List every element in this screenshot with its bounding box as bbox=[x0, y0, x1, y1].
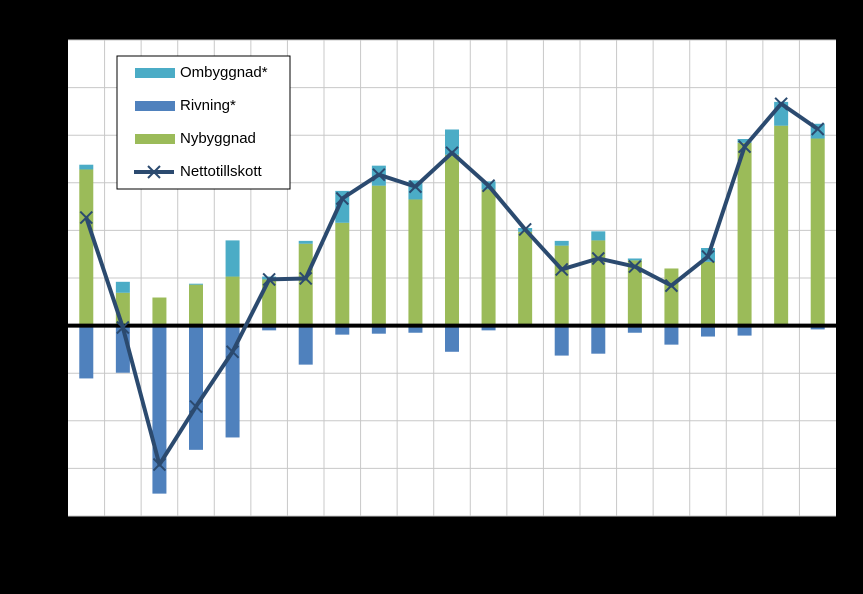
line-marker bbox=[79, 210, 93, 225]
bar bbox=[627, 260, 642, 326]
bar bbox=[445, 325, 459, 352]
bar bbox=[554, 245, 569, 326]
legend-label: Nybyggnad bbox=[180, 130, 256, 147]
line-marker bbox=[591, 251, 605, 266]
bar bbox=[554, 325, 569, 356]
legend-swatch bbox=[135, 134, 175, 144]
bar bbox=[79, 169, 94, 326]
bar bbox=[335, 190, 350, 223]
legend-label: Nettotillskott bbox=[180, 163, 263, 180]
bar bbox=[591, 325, 606, 354]
bar bbox=[152, 297, 167, 326]
bar bbox=[225, 240, 240, 277]
bar bbox=[737, 139, 752, 143]
line-marker bbox=[518, 222, 532, 237]
line-marker bbox=[372, 168, 386, 182]
bar bbox=[262, 325, 277, 331]
line-marker bbox=[737, 139, 752, 154]
bar bbox=[225, 276, 240, 326]
bar bbox=[518, 231, 533, 326]
bar bbox=[810, 138, 825, 326]
bar bbox=[701, 261, 715, 326]
bar bbox=[554, 240, 569, 246]
legend-label: Ombyggnad* bbox=[180, 64, 268, 81]
bar bbox=[79, 164, 94, 170]
legend-label: Rivning* bbox=[180, 97, 236, 114]
bar bbox=[664, 268, 679, 326]
bar bbox=[189, 325, 203, 450]
legend-swatch bbox=[135, 101, 175, 111]
line-marker bbox=[335, 191, 349, 206]
bar bbox=[627, 258, 642, 261]
bar bbox=[591, 231, 606, 241]
bar bbox=[298, 325, 313, 365]
bar bbox=[408, 199, 423, 326]
bar bbox=[298, 243, 313, 326]
bar bbox=[371, 325, 386, 334]
bar bbox=[774, 125, 789, 326]
line-marker bbox=[701, 249, 715, 264]
line-marker bbox=[152, 457, 167, 472]
legend-swatch bbox=[135, 68, 175, 78]
bar bbox=[664, 325, 679, 345]
bar bbox=[189, 284, 203, 326]
legend-marker bbox=[147, 165, 161, 179]
bar bbox=[445, 154, 459, 326]
line-marker bbox=[445, 146, 459, 160]
line-marker bbox=[408, 179, 423, 194]
line-marker bbox=[189, 399, 203, 414]
bar bbox=[737, 142, 752, 326]
line-marker bbox=[225, 345, 240, 359]
bar bbox=[298, 240, 313, 244]
line-marker bbox=[116, 320, 130, 335]
line-marker bbox=[628, 259, 642, 274]
bar bbox=[481, 325, 496, 331]
line-marker bbox=[811, 122, 825, 136]
bar bbox=[335, 222, 350, 326]
line-marker bbox=[481, 178, 496, 193]
line-marker bbox=[555, 262, 569, 277]
bar bbox=[262, 279, 277, 326]
line-marker bbox=[664, 278, 679, 293]
bar bbox=[115, 281, 130, 293]
line-marker bbox=[262, 272, 276, 287]
bar bbox=[701, 325, 715, 337]
bar bbox=[335, 325, 350, 335]
line-marker bbox=[774, 97, 788, 111]
bar bbox=[371, 185, 386, 326]
bar bbox=[481, 189, 496, 326]
bar bbox=[737, 325, 752, 336]
line-marker bbox=[299, 271, 313, 286]
bar bbox=[408, 325, 423, 333]
legend-box bbox=[116, 55, 291, 190]
bar bbox=[79, 325, 94, 379]
bar bbox=[627, 325, 642, 333]
bar bbox=[189, 283, 203, 285]
